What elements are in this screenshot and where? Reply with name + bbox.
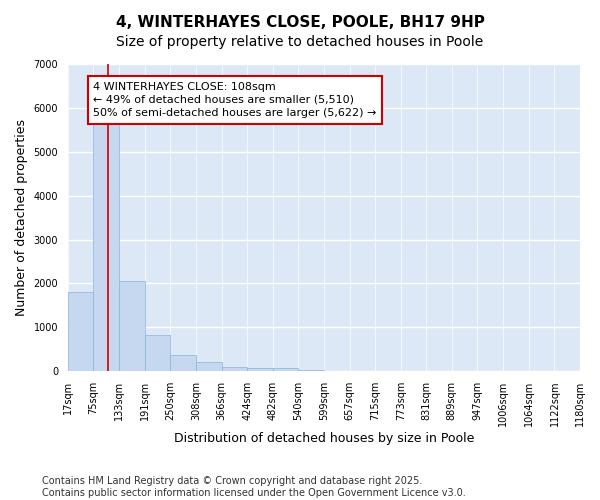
Bar — [94, 116, 119, 371]
Bar — [272, 368, 298, 371]
Bar — [119, 281, 145, 371]
Bar — [247, 368, 272, 371]
Text: 4 WINTERHAYES CLOSE: 108sqm
← 49% of detached houses are smaller (5,510)
50% of : 4 WINTERHAYES CLOSE: 108sqm ← 49% of det… — [94, 82, 377, 118]
Bar — [196, 362, 221, 371]
Bar — [145, 335, 170, 371]
Text: Contains HM Land Registry data © Crown copyright and database right 2025.
Contai: Contains HM Land Registry data © Crown c… — [42, 476, 466, 498]
Y-axis label: Number of detached properties: Number of detached properties — [15, 119, 28, 316]
X-axis label: Distribution of detached houses by size in Poole: Distribution of detached houses by size … — [174, 432, 474, 445]
Text: 4, WINTERHAYES CLOSE, POOLE, BH17 9HP: 4, WINTERHAYES CLOSE, POOLE, BH17 9HP — [116, 15, 484, 30]
Bar — [221, 367, 247, 371]
Bar — [68, 292, 94, 371]
Text: Size of property relative to detached houses in Poole: Size of property relative to detached ho… — [116, 35, 484, 49]
Bar — [298, 370, 324, 371]
Bar — [170, 356, 196, 371]
